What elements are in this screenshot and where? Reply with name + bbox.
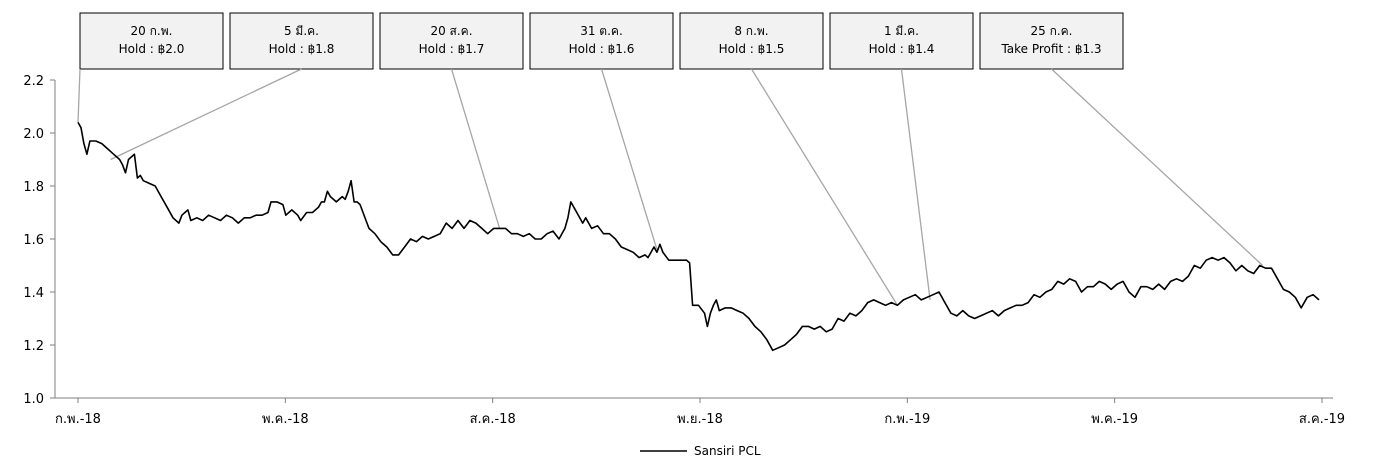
x-tick-label: พ.ย.-18 [677, 412, 723, 427]
annotation-leader-line [450, 68, 501, 229]
annotation-box [829, 12, 974, 70]
annotation-date: 8 ก.พ. [734, 24, 768, 38]
x-axis-labels: ก.พ.-18 พ.ค.-18 ส.ค.-18 พ.ย.-18 ก.พ.-19 พ.ค.-… [55, 412, 1345, 427]
y-axis-ticks [50, 79, 55, 399]
y-tick-label: 1.4 [23, 286, 44, 301]
y-axis-labels: 1.0 1.2 1.4 1.6 1.8 2.0 2.2 [23, 74, 44, 407]
annotation-date: 25 ก.ค. [1030, 24, 1072, 38]
x-tick-label: ส.ค.-19 [1299, 412, 1345, 427]
annotation-box [79, 12, 224, 70]
annotation-callout: 5 มี.ค. Hold : ฿1.8 [229, 12, 374, 70]
annotation-leader-line [110, 68, 302, 161]
annotation-label: Hold : ฿1.7 [419, 42, 485, 56]
annotation-callout: 1 มี.ค. Hold : ฿1.4 [829, 12, 974, 70]
x-tick-label: ส.ค.-18 [470, 412, 516, 427]
annotation-box [679, 12, 824, 70]
x-tick-label: ก.พ.-19 [884, 412, 930, 427]
y-tick-label: 1.0 [23, 392, 44, 407]
annotation-leader-line [750, 68, 898, 306]
annotation-leader-line [1051, 68, 1264, 266]
annotation-box [529, 12, 674, 70]
annotation-callout: 31 ต.ค. Hold : ฿1.6 [529, 12, 674, 70]
x-axis-ticks [77, 398, 1323, 403]
annotation-callout: 20 ก.พ. Hold : ฿2.0 [79, 12, 224, 70]
series-line-sansiri-pcl [77, 122, 1320, 352]
x-tick-label: ก.พ.-18 [55, 412, 101, 427]
y-tick-label: 1.8 [23, 180, 44, 195]
annotation-date: 1 มี.ค. [884, 24, 919, 38]
annotation-leader-line [77, 68, 81, 123]
annotation-box [979, 12, 1124, 70]
y-tick-label: 2.0 [23, 127, 44, 142]
y-tick-label: 1.2 [23, 339, 44, 354]
annotation-leader-line [600, 68, 658, 250]
annotation-label: Hold : ฿1.5 [719, 42, 785, 56]
annotation-label: Hold : ฿1.6 [569, 42, 635, 56]
annotation-label: Take Profit : ฿1.3 [1000, 42, 1101, 56]
annotation-label: Hold : ฿1.4 [869, 42, 935, 56]
annotation-leaders [77, 68, 1264, 306]
annotation-date: 5 มี.ค. [284, 24, 319, 38]
x-tick-label: พ.ค.-19 [1091, 412, 1138, 427]
annotation-box [379, 12, 524, 70]
annotation-label: Hold : ฿1.8 [269, 42, 335, 56]
annotation-callout: 8 ก.พ. Hold : ฿1.5 [679, 12, 824, 70]
y-tick-label: 1.6 [23, 233, 44, 248]
annotation-date: 20 ส.ค. [430, 24, 472, 38]
legend-label: Sansiri PCL [694, 444, 761, 458]
annotation-box [229, 12, 374, 70]
annotation-date: 31 ต.ค. [580, 24, 623, 38]
annotation-callout: 20 ส.ค. Hold : ฿1.7 [379, 12, 524, 70]
x-tick-label: พ.ค.-18 [262, 412, 309, 427]
annotation-callout: 25 ก.ค. Take Profit : ฿1.3 [979, 12, 1124, 70]
y-tick-label: 2.2 [23, 74, 44, 89]
annotation-leader-line [900, 68, 931, 301]
legend: Sansiri PCL [640, 444, 761, 458]
annotation-boxes: 20 ก.พ. Hold : ฿2.0 5 มี.ค. Hold : ฿1.8 20 ส… [79, 12, 1124, 70]
annotation-date: 20 ก.พ. [131, 24, 173, 38]
annotation-label: Hold : ฿2.0 [119, 42, 185, 56]
